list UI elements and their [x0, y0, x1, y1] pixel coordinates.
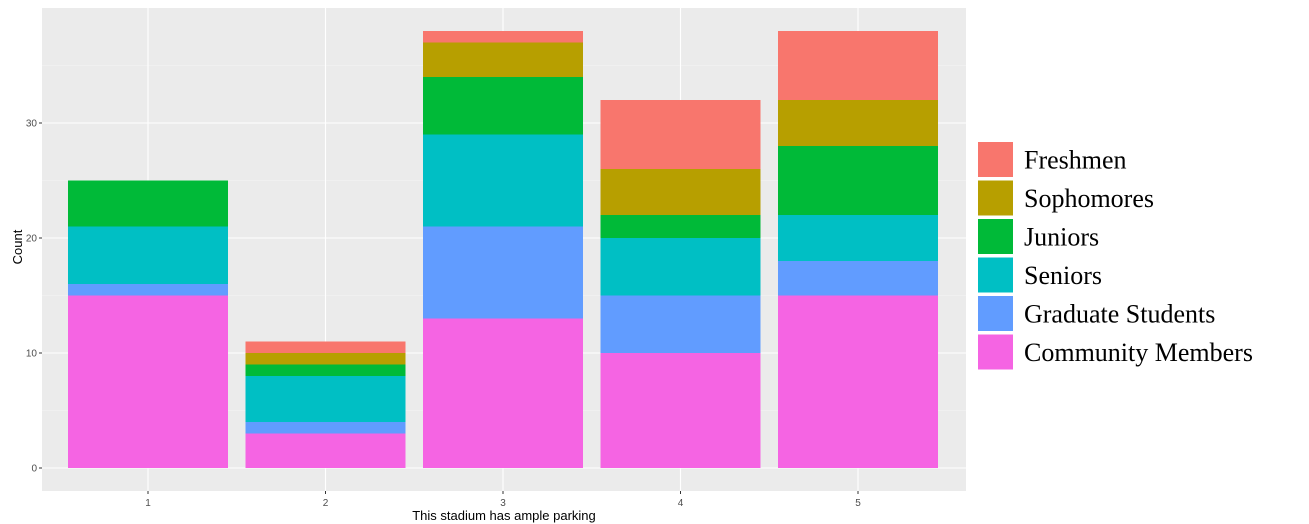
legend-key: [978, 180, 1013, 216]
bars: [68, 31, 938, 468]
bar-segment: [600, 215, 761, 238]
bar-segment: [68, 295, 228, 468]
y-tick-label: 30: [26, 119, 38, 130]
y-axis-title: Count: [10, 229, 25, 264]
axes: 0 10 20 30 1 2 3 4 5: [26, 119, 861, 510]
bar-segment: [778, 100, 938, 146]
x-tick-label: 5: [855, 498, 861, 509]
bar-segment: [423, 42, 583, 77]
legend-key: [978, 257, 1013, 293]
y-tick-label: 0: [31, 464, 37, 475]
bar-segment: [423, 226, 583, 319]
y-tick-label: 10: [26, 349, 38, 360]
bar-segment: [245, 422, 406, 434]
bar-segment: [245, 364, 406, 376]
x-tick-label: 1: [145, 498, 151, 509]
legend-label: Sophomores: [1024, 184, 1154, 213]
x-tick-label: 3: [500, 498, 506, 509]
legend-label: Community Members: [1024, 338, 1253, 367]
bar-segment: [68, 226, 228, 284]
legend-key: [978, 219, 1013, 254]
bar-segment: [778, 261, 938, 296]
bar-segment: [778, 295, 938, 468]
bar-segment: [245, 376, 406, 422]
y-tick-label: 20: [26, 234, 38, 245]
legend-label: Seniors: [1024, 261, 1102, 290]
bar-segment: [68, 284, 228, 296]
bar-segment: [68, 180, 228, 227]
legend-key: [978, 334, 1013, 370]
bar-segment: [778, 146, 938, 215]
bar-segment: [423, 134, 583, 227]
bar-segment: [600, 100, 761, 169]
bar-segment: [778, 31, 938, 100]
legend: Freshmen Sophomores Juniors Seniors Graduate…: [978, 142, 1253, 370]
legend-label: Freshmen: [1024, 146, 1127, 175]
legend-key: [978, 296, 1013, 331]
x-tick-label: 2: [323, 498, 329, 509]
bar-segment: [423, 318, 583, 468]
x-tick-label: 4: [678, 498, 684, 509]
bar-segment: [778, 215, 938, 261]
bar-segment: [423, 77, 583, 135]
bar-segment: [245, 341, 406, 353]
bar-segment: [600, 238, 761, 296]
bar-segment: [245, 433, 406, 468]
bar-segment: [423, 31, 583, 43]
bar-segment: [245, 353, 406, 365]
legend-label: Graduate Students: [1024, 300, 1215, 329]
legend-label: Juniors: [1024, 223, 1099, 252]
x-axis-title: This stadium has ample parking: [412, 508, 596, 523]
legend-key: [978, 142, 1013, 177]
bar-segment: [600, 295, 761, 353]
bar-segment: [600, 169, 761, 215]
bar-segment: [600, 353, 761, 468]
